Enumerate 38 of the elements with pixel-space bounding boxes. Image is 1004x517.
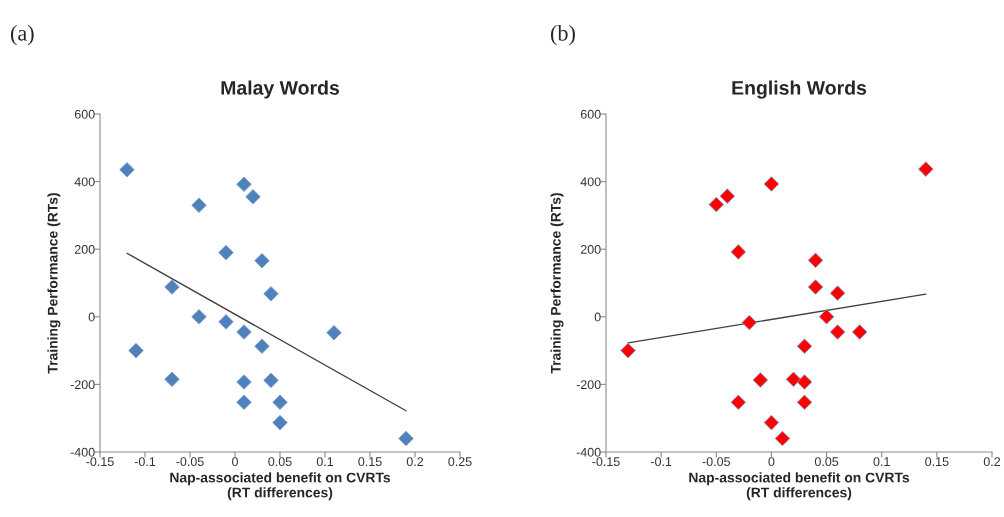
y-tick-label: -400 (576, 447, 601, 457)
y-axis-title: Training Performance (RTs) (550, 193, 564, 374)
x-axis-title: Nap-associated benefit on CVRTs (RT differences) (170, 472, 391, 501)
y-tick-label: 200 (74, 245, 95, 254)
x-tick-label: 0.25 (448, 457, 472, 467)
chart-title: English Words (732, 80, 867, 99)
y-tick-label: -200 (70, 380, 95, 390)
x-tick-label: 0.2 (983, 457, 1001, 467)
text: (b) (550, 25, 575, 46)
x-tick-label: -0.05 (176, 457, 204, 467)
y-tick-label: 600 (74, 109, 95, 119)
chart-title: Malay Words (221, 80, 339, 99)
y-tick-label: 200 (580, 245, 601, 254)
y-tick-label: 400 (580, 177, 601, 187)
x-tick-label: -0.1 (650, 457, 672, 467)
x-tick-label: 0.15 (925, 457, 949, 467)
y-tick-label: -200 (576, 380, 601, 390)
x-tick-label: 0.1 (316, 457, 334, 467)
y-tick-label: 400 (74, 177, 95, 187)
x-tick-label: 0 (232, 457, 238, 467)
x-tick-label: 0 (768, 457, 775, 467)
x-tick-label: 0.15 (358, 457, 382, 467)
x-axis-title: Nap-associated benefit on CVRTs (RT differences) (689, 472, 910, 501)
x-tick-label: 0.2 (406, 457, 424, 467)
x-tick-label: -0.1 (134, 457, 156, 467)
text: (a) (10, 25, 34, 46)
x-tick-label: 0.05 (814, 457, 839, 467)
x-tick-label: 0.1 (873, 457, 890, 467)
point (236, 374, 252, 390)
x-tick-label: -0.15 (592, 457, 620, 467)
y-axis-title: Training Performance (RTs) (47, 193, 61, 374)
x-tick-label: -0.15 (86, 457, 114, 467)
y-tick-label: -400 (70, 447, 95, 457)
x-tick-label: -0.05 (702, 457, 731, 467)
y-tick-label: 600 (580, 109, 601, 119)
x-tick-label: 0.05 (268, 457, 292, 467)
y-tick-label: 0 (594, 312, 601, 322)
y-tick-label: 0 (88, 312, 95, 322)
